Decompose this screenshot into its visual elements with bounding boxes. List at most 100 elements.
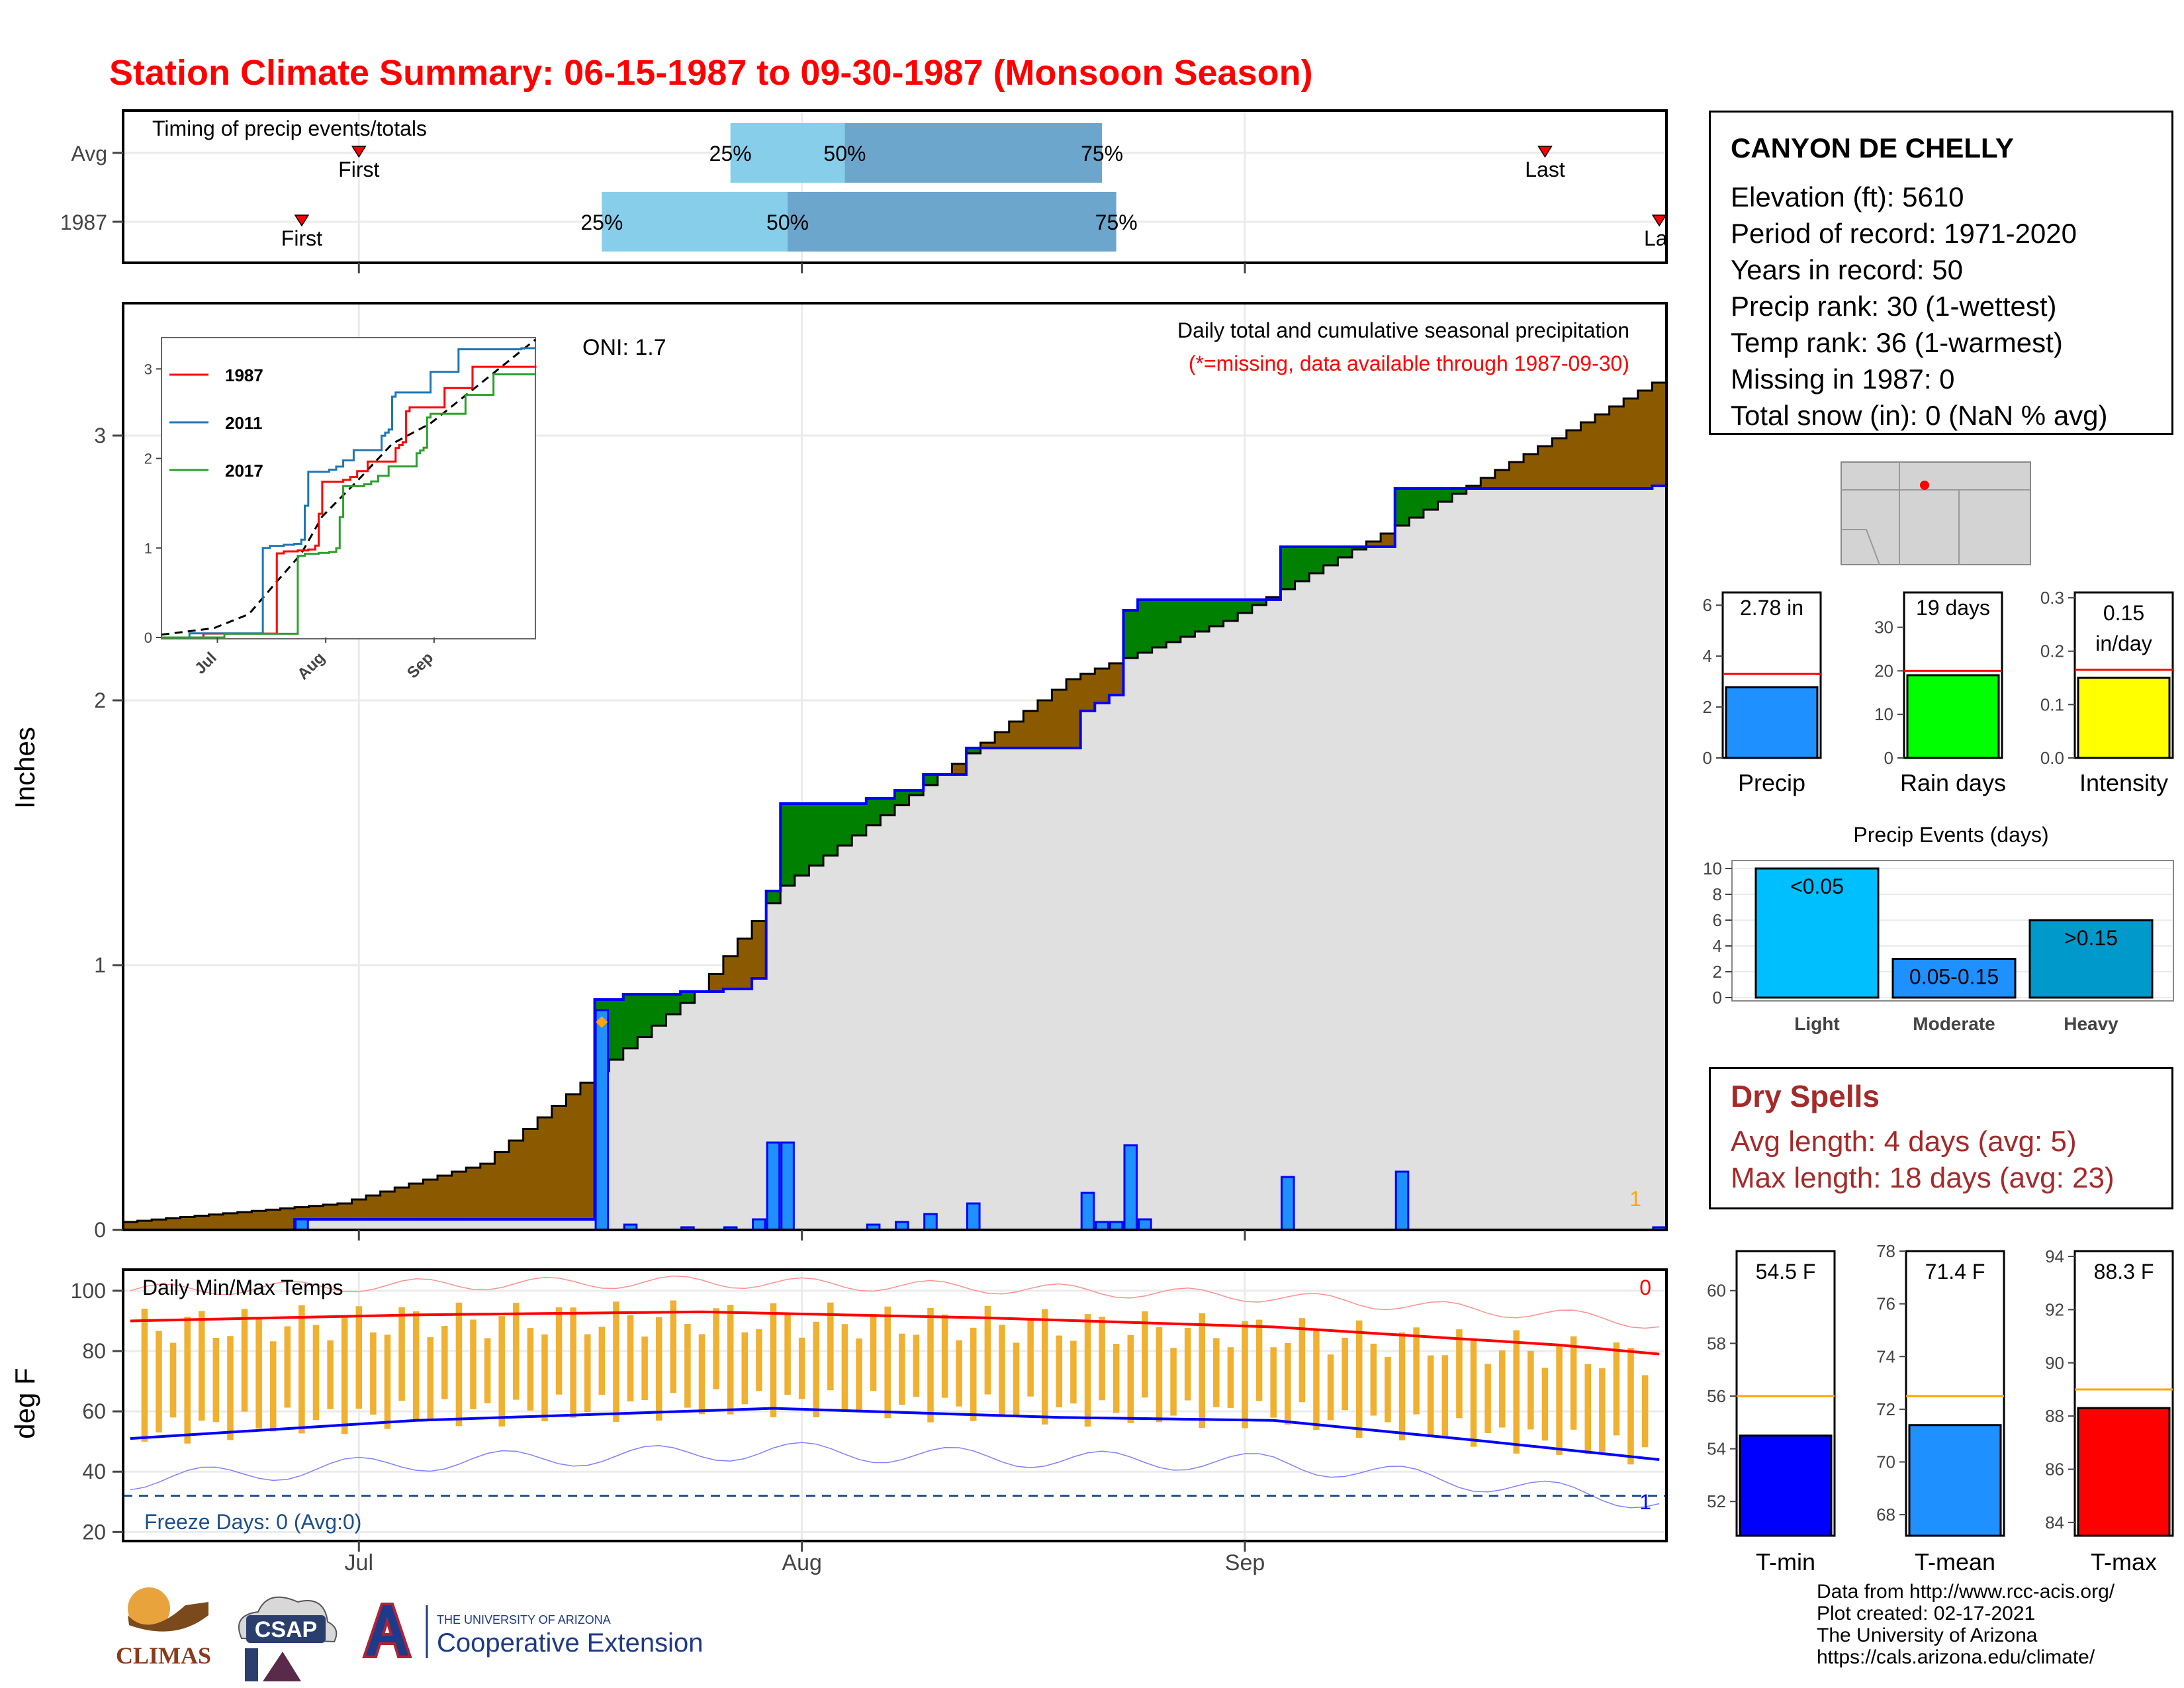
daily-temp-bar [541, 1334, 548, 1422]
csap-logo-badge [246, 1615, 326, 1643]
precip-value-label: 2.78 in [1740, 596, 1803, 620]
inset-legend: 1987 2011 2017 [169, 365, 263, 481]
cumulative-fill-step [1152, 647, 1167, 1230]
precip-events-chart: Precip Events (days) 0 2 4 6 8 10 <0.05 Light 0.… [1703, 823, 2174, 1034]
timing-row-avg: Avg [71, 142, 107, 165]
timing-pct-avg: 50% [823, 142, 866, 165]
intensity-y-tick-label: 0.3 [2040, 588, 2064, 608]
t-min-label: T-min [1756, 1548, 1815, 1575]
station-location-marker [1920, 481, 1929, 490]
precip-events-bars: 0 2 4 6 8 10 <0.05 Light 0.05-0.15 Moderate >0.15 H… [1703, 859, 2172, 1034]
timing-last-marker-1987 [1651, 214, 1667, 227]
cumulative-fill-step [952, 774, 967, 1230]
daily-temp-bar [956, 1340, 962, 1407]
cumulative-fill-step [1195, 632, 1210, 1230]
daily-temp-bar [1013, 1342, 1020, 1415]
deficit-step [265, 1209, 281, 1230]
deficit-step [165, 1218, 181, 1230]
t-max-y-tick-label: 94 [2045, 1246, 2064, 1266]
location-map [1841, 461, 2031, 565]
daily-temp-bar [1070, 1340, 1077, 1404]
station-missing: Missing in 1987: 0 [1731, 363, 1955, 395]
daily-precip-bar [780, 1141, 795, 1231]
deficit-step [308, 1205, 324, 1219]
cumulative-fill-step [709, 992, 724, 1230]
timing-last-marker-avg [1537, 146, 1553, 158]
deficit-step [980, 743, 995, 748]
deficit-step [537, 1117, 553, 1219]
daily-precip-bar [295, 1218, 309, 1231]
climas-logo-swoosh [128, 1602, 208, 1632]
daily-temp-bar [713, 1308, 719, 1389]
climas-logo-sun [128, 1587, 170, 1630]
temp-y-label: deg F [9, 1368, 40, 1438]
surplus-step [680, 992, 696, 1004]
daily-temp-bar [241, 1309, 248, 1412]
deficit-step [351, 1199, 367, 1219]
surplus-step [1251, 600, 1267, 605]
daily-temp-bar [341, 1315, 348, 1434]
temp-series [123, 1275, 1666, 1509]
surplus-step [966, 748, 981, 753]
events-x-label: Light [1794, 1013, 1839, 1034]
daily-temp-bar [398, 1307, 405, 1401]
surplus-step [923, 774, 938, 785]
deficit-step [366, 1196, 381, 1219]
cumulative-fill-step [1623, 489, 1639, 1230]
dry-spells-title: Dry Spells [1731, 1079, 1880, 1113]
station-precip-rank: Precip rank: 30 (1-wettest) [1731, 291, 2057, 322]
record-low-count: 1 [1639, 1490, 1651, 1514]
cumulative-fill-step [1009, 748, 1024, 1230]
daily-temp-bar [312, 1325, 320, 1420]
deficit-step [466, 1168, 481, 1219]
daily-temp-bar [1285, 1342, 1291, 1425]
surplus-step [1423, 489, 1439, 510]
deficit-step [180, 1217, 195, 1230]
timing-first-label-avg: First [338, 158, 379, 181]
daily-temp-bar [1498, 1350, 1506, 1428]
daily-temp-bar [227, 1336, 234, 1440]
cumulative-fill-step [509, 1219, 524, 1230]
cumulative-fill-step [451, 1219, 467, 1230]
max-day-marker [596, 1016, 608, 1028]
cumulative-fill-step [480, 1219, 496, 1230]
daily-temp-bar [412, 1311, 420, 1421]
surplus-step [1195, 600, 1210, 632]
rain-days-y-tick-label: 0 [1884, 748, 1893, 768]
daily-temp-bar [698, 1334, 705, 1415]
t-max-value-bar [2077, 1407, 2171, 1537]
cumulative-fill-step [823, 855, 839, 1230]
station-snow: Total snow (in): 0 (NaN % avg) [1731, 400, 2108, 431]
cumulative-fill-step [523, 1219, 538, 1230]
daily-temp-bar [1156, 1327, 1163, 1423]
daily-temp-bar [441, 1326, 448, 1399]
cumulative-fill-step [1509, 489, 1524, 1230]
climas-logo-text: CLIMAS [116, 1642, 211, 1669]
daily-temp-bar [1556, 1344, 1563, 1455]
daily-temp-bar [1270, 1347, 1277, 1418]
surplus-step [1394, 489, 1410, 526]
daily-temp-bar [1356, 1320, 1363, 1438]
cumulative-fill-step [1037, 748, 1053, 1230]
inset-y-tick-label: 3 [144, 361, 152, 377]
daily-temp-bar [255, 1317, 262, 1429]
cumulative-fill-step [1166, 642, 1181, 1230]
cumulative-fill-step [1423, 510, 1439, 1230]
cumulative-fill-step [880, 815, 895, 1230]
surplus-step [623, 994, 638, 1049]
deficit-step [1023, 711, 1038, 748]
deficit-step [123, 1222, 138, 1230]
daily-precip-bar [1138, 1218, 1152, 1231]
cumulative-fill-step [837, 845, 852, 1230]
deficit-step [523, 1129, 538, 1219]
credit-university: The University of Arizona [1817, 1624, 2038, 1646]
deficit-step [995, 732, 1010, 748]
map-state-borders [1841, 462, 2030, 565]
cumulative-fill-step [1466, 489, 1481, 1230]
daily-temp-bar [598, 1327, 606, 1395]
daily-temp-bar [1242, 1321, 1248, 1429]
cumulative-fill-step [1309, 573, 1324, 1230]
logos: CLIMAS CSAP THE UNIVERSITY OF ARIZONA Co… [116, 1587, 703, 1681]
t-max-y-tick-label: 92 [2045, 1299, 2064, 1319]
surplus-step [1166, 600, 1181, 642]
